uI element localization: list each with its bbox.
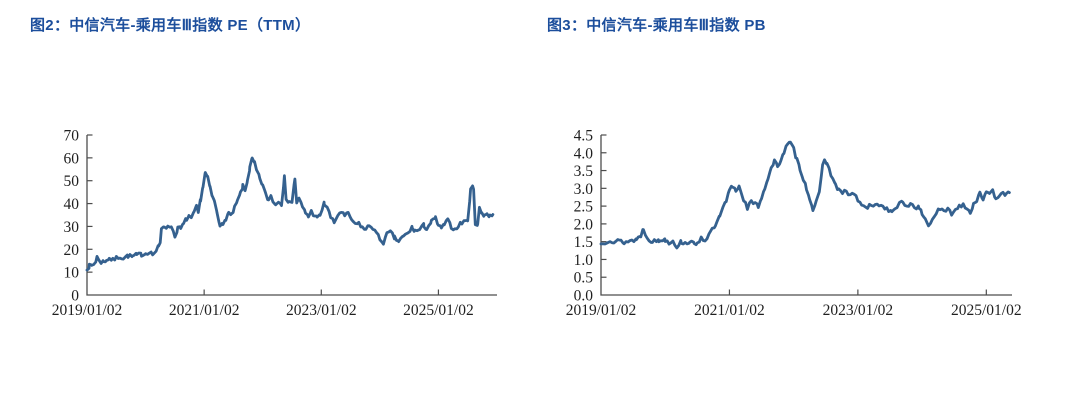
y-axis-tick-label: 60 (64, 150, 80, 167)
y-axis-tick-label: 30 (64, 219, 80, 236)
y-axis-tick-label: 1.5 (574, 234, 594, 251)
series-line (85, 156, 495, 272)
series-line (599, 140, 1011, 250)
x-axis-tick-label: 2021/01/02 (169, 302, 240, 319)
y-axis-tick-label: 3.5 (574, 163, 594, 180)
y-axis-tick-label: 0.0 (574, 288, 594, 305)
figure-pe-title: 图2：中信汽车-乘用车Ⅲ指数 PE（TTM） (30, 17, 311, 34)
axis-lines (86, 135, 497, 296)
y-axis-tick-label: 0.5 (574, 270, 594, 287)
y-axis-tick-label: 4.5 (574, 128, 594, 145)
y-axis-tick-label: 2.0 (574, 216, 594, 233)
x-axis-tick-label: 2023/01/02 (823, 302, 894, 319)
y-axis-tick-label: 2.5 (574, 199, 594, 216)
x-axis-tick-label: 2023/01/02 (286, 302, 357, 319)
pe-line-chart: 0 10 20 30 40 50 60 70 2019/01/02 2021/01/02 2023/… (52, 128, 497, 319)
y-axis-tick-label: 20 (64, 242, 80, 259)
y-axis-tick-label: 1.0 (574, 252, 594, 269)
y-axis-tick-label: 10 (64, 265, 80, 282)
x-axis-tick-label: 2025/01/02 (951, 302, 1022, 319)
y-axis-tick-label: 4.0 (574, 145, 594, 162)
x-axis-tick-label: 2021/01/02 (694, 302, 765, 319)
y-axis-tick-label: 0 (71, 288, 79, 305)
x-axis-tick-label: 2025/01/02 (403, 302, 474, 319)
figure-pb-title: 图3：中信汽车-乘用车Ⅲ指数 PB (547, 17, 766, 34)
y-axis-tick-label: 50 (64, 173, 80, 190)
y-axis-tick-label: 3.0 (574, 181, 594, 198)
y-axis-tick-label: 70 (64, 128, 80, 145)
pb-line-chart: 0.00.51.01.52.02.53.03.54.04.5 2019/01/02… (566, 128, 1022, 320)
x-axis-tick-label: 2019/01/02 (52, 302, 123, 319)
x-axis-tick-label: 2019/01/02 (566, 302, 637, 319)
y-axis-tick-label: 40 (64, 196, 80, 213)
